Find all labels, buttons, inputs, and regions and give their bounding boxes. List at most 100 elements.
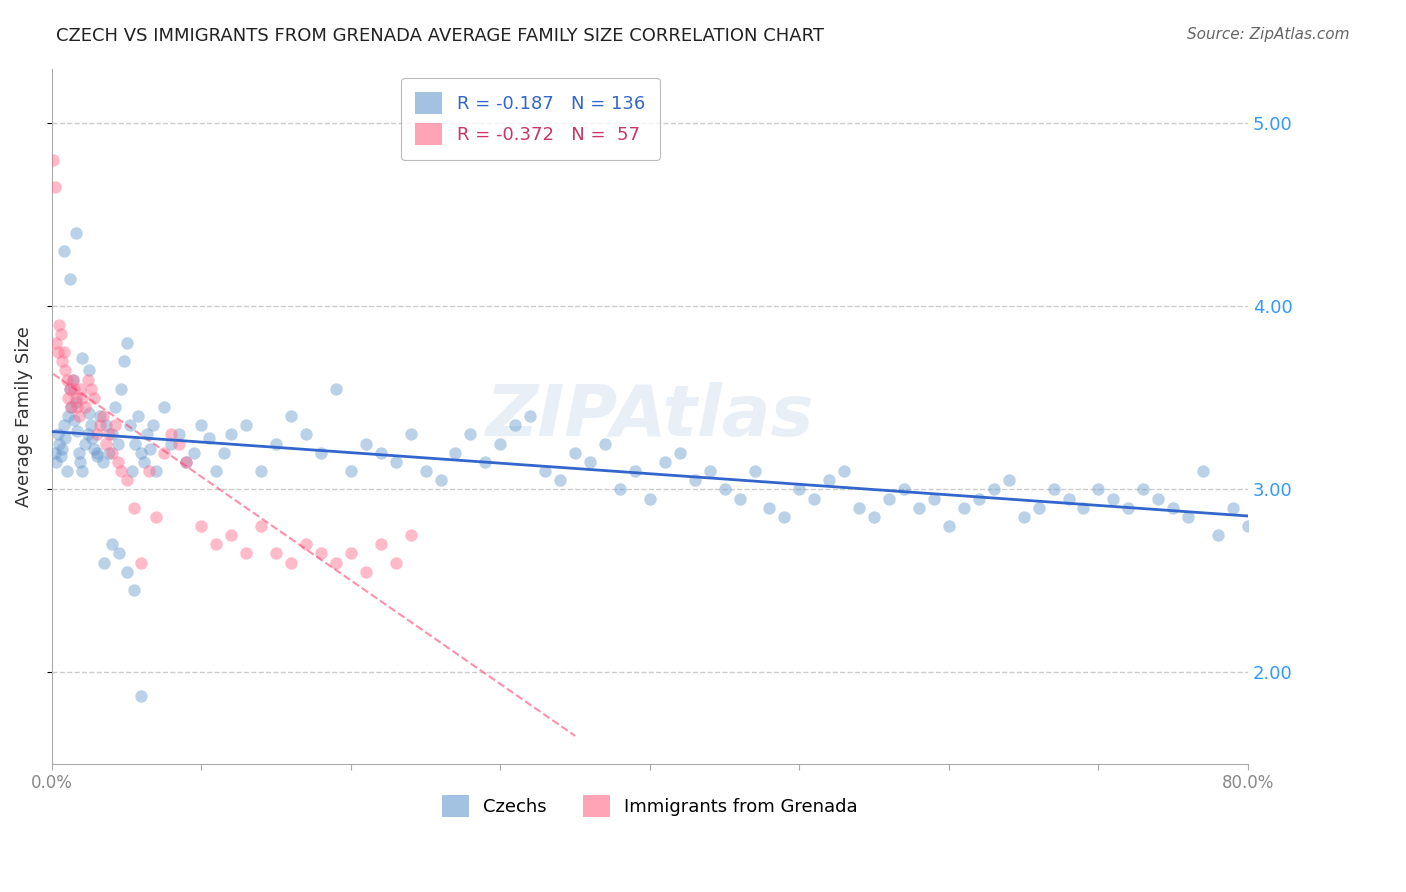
Point bbox=[112, 354, 135, 368]
Point bbox=[77, 405, 100, 419]
Point bbox=[399, 528, 422, 542]
Point bbox=[863, 509, 886, 524]
Point bbox=[654, 455, 676, 469]
Point bbox=[354, 565, 377, 579]
Point bbox=[44, 446, 66, 460]
Point bbox=[295, 427, 318, 442]
Point bbox=[49, 326, 72, 341]
Point bbox=[83, 442, 105, 456]
Text: Source: ZipAtlas.com: Source: ZipAtlas.com bbox=[1187, 27, 1350, 42]
Point bbox=[60, 400, 83, 414]
Point bbox=[93, 556, 115, 570]
Point bbox=[415, 464, 437, 478]
Point bbox=[264, 546, 287, 560]
Point bbox=[832, 464, 855, 478]
Point bbox=[46, 345, 69, 359]
Point bbox=[55, 464, 77, 478]
Point bbox=[1222, 500, 1244, 515]
Point bbox=[967, 491, 990, 506]
Point bbox=[264, 436, 287, 450]
Point bbox=[94, 418, 117, 433]
Point bbox=[1012, 509, 1035, 524]
Point bbox=[52, 418, 75, 433]
Point bbox=[205, 537, 228, 551]
Point bbox=[280, 556, 302, 570]
Point bbox=[58, 409, 80, 424]
Point bbox=[110, 382, 132, 396]
Point bbox=[89, 409, 111, 424]
Point bbox=[250, 519, 273, 533]
Point bbox=[624, 464, 647, 478]
Point bbox=[593, 436, 616, 450]
Point bbox=[51, 442, 73, 456]
Point bbox=[219, 427, 242, 442]
Point bbox=[83, 391, 105, 405]
Point bbox=[110, 464, 132, 478]
Point bbox=[818, 473, 841, 487]
Point bbox=[908, 500, 931, 515]
Point bbox=[489, 436, 512, 450]
Point bbox=[55, 373, 77, 387]
Point bbox=[399, 427, 422, 442]
Point bbox=[534, 464, 557, 478]
Point bbox=[295, 537, 318, 551]
Point bbox=[1132, 483, 1154, 497]
Point bbox=[79, 418, 101, 433]
Point bbox=[429, 473, 451, 487]
Point bbox=[1028, 500, 1050, 515]
Point bbox=[176, 455, 198, 469]
Point bbox=[124, 436, 146, 450]
Point bbox=[1118, 500, 1140, 515]
Point bbox=[121, 464, 143, 478]
Point bbox=[145, 509, 167, 524]
Point bbox=[52, 244, 75, 259]
Point bbox=[938, 519, 960, 533]
Point bbox=[1206, 528, 1229, 542]
Point bbox=[370, 537, 392, 551]
Point bbox=[197, 431, 219, 445]
Point bbox=[1087, 483, 1109, 497]
Point bbox=[66, 400, 89, 414]
Point bbox=[354, 436, 377, 450]
Point bbox=[1161, 500, 1184, 515]
Point bbox=[59, 382, 82, 396]
Point bbox=[460, 427, 482, 442]
Point bbox=[65, 226, 87, 240]
Point bbox=[235, 546, 257, 560]
Point bbox=[1147, 491, 1170, 506]
Point bbox=[103, 400, 125, 414]
Point bbox=[89, 418, 111, 433]
Point bbox=[67, 409, 90, 424]
Point bbox=[370, 446, 392, 460]
Point bbox=[848, 500, 870, 515]
Point bbox=[160, 427, 183, 442]
Point bbox=[48, 436, 70, 450]
Point bbox=[212, 446, 235, 460]
Point bbox=[728, 491, 751, 506]
Point bbox=[42, 153, 65, 167]
Point bbox=[45, 455, 67, 469]
Point bbox=[69, 382, 91, 396]
Point bbox=[668, 446, 690, 460]
Point bbox=[190, 519, 212, 533]
Point bbox=[609, 483, 631, 497]
Point bbox=[579, 455, 602, 469]
Point bbox=[70, 351, 93, 365]
Point bbox=[69, 455, 91, 469]
Point bbox=[62, 373, 84, 387]
Point bbox=[49, 450, 72, 464]
Point bbox=[122, 582, 145, 597]
Text: ZIPAtlas: ZIPAtlas bbox=[485, 382, 814, 450]
Point bbox=[325, 382, 347, 396]
Point bbox=[699, 464, 721, 478]
Point bbox=[309, 446, 332, 460]
Point bbox=[122, 500, 145, 515]
Point bbox=[474, 455, 496, 469]
Point bbox=[153, 400, 176, 414]
Point bbox=[280, 409, 302, 424]
Point bbox=[52, 345, 75, 359]
Point bbox=[86, 446, 108, 460]
Point bbox=[63, 413, 86, 427]
Point bbox=[997, 473, 1019, 487]
Point bbox=[131, 446, 153, 460]
